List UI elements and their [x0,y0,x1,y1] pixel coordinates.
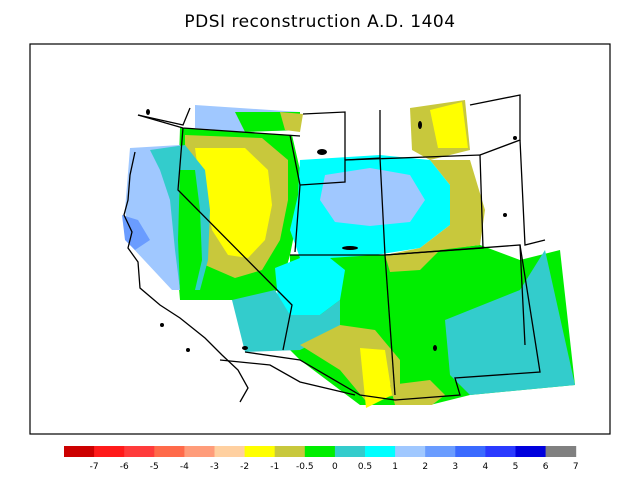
legend-tick-label: 4 [483,462,489,472]
legend-tick-label: 1 [392,462,398,472]
legend-swatch [545,446,577,457]
legend-tick-label: 2 [422,462,428,472]
region-yellow-nevada [195,148,272,258]
legend-swatch [334,446,366,457]
region-green-california [178,170,202,290]
pdsi-field [122,100,575,408]
legend-swatch [184,446,215,457]
region-yellow-arizona [360,348,392,408]
region-lightblue-wyoming [320,168,425,226]
legend-tick-label: -5 [150,462,159,472]
legend-swatch [64,446,95,457]
legend-tick-label: 0.5 [358,462,372,472]
legend-tick-label: -7 [90,462,99,472]
arizona-south [244,244,541,401]
region-teal-east [445,250,575,395]
map-frame [29,43,611,435]
legend-swatch [124,446,155,457]
four-corners-vertical [384,254,396,396]
region-cyan-southnv [275,258,345,315]
lakes [146,109,517,352]
region-yellow-montana [430,102,468,148]
legend-swatch [485,446,516,457]
legend-tick-label: 3 [452,462,458,472]
color-legend: -7 -6 -5 -4 -3 -2 -1 -0.5 0 0.5 1 2 3 4 5 6 7 [64,446,579,472]
legend-tick-label: -3 [210,462,219,472]
coastline [123,151,249,403]
boundaries [123,94,546,403]
legend-swatch [214,446,246,457]
montana-north [302,111,346,160]
region-blue-bay [122,215,150,250]
region-teal-south [232,290,340,352]
legend-tick-label: 6 [543,462,549,472]
legend-swatch [94,446,125,457]
legend-swatch [274,446,306,457]
legend-tick-label: -4 [180,462,189,472]
legend-swatch [304,446,336,457]
legend-swatch [395,446,426,457]
legend-tick-label: -0.5 [296,462,314,472]
legend-swatch [244,446,276,457]
region-olive-idaho-tip [280,112,303,132]
legend-swatch [455,446,486,457]
dakota-border [469,94,521,156]
legend-tick-label: 0 [332,462,338,472]
legend-tick-label: -6 [120,462,129,472]
mexico-line [219,359,356,396]
legend-tick-label: 5 [513,462,519,472]
california-nevada-border [177,127,293,351]
map-title: PDSI reconstruction A.D. 1404 [184,12,456,32]
legend-swatch [515,446,547,457]
legend-tick-label: -2 [240,462,249,472]
nebraska-border [519,139,546,246]
legend-tick-label: -1 [270,462,279,472]
region-olive-colorado [385,160,485,272]
legend-swatch [154,446,185,457]
canada-line [137,107,191,126]
legend-tick-label: 7 [573,462,579,472]
legend-swatch [425,446,456,457]
legend-swatch [365,446,396,457]
